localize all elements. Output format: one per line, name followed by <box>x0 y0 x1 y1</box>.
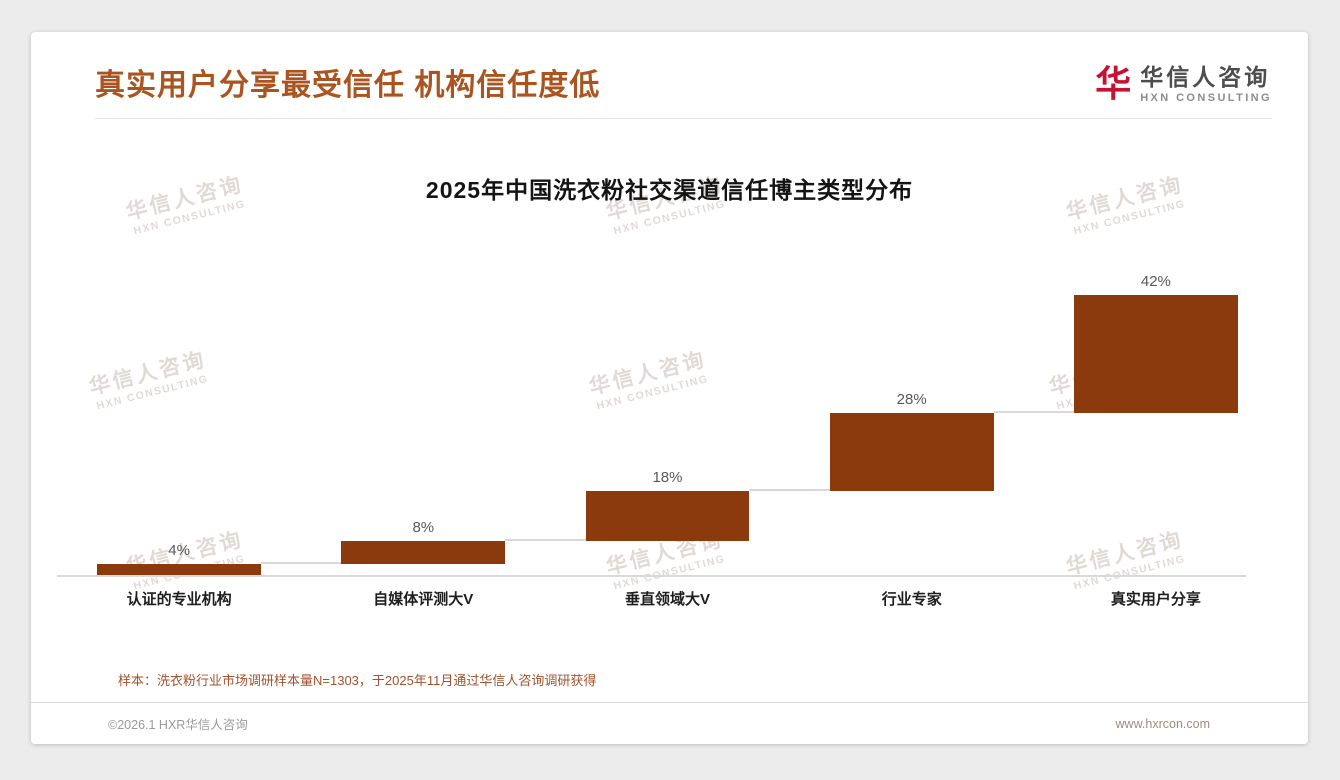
x-axis-line <box>57 575 1246 577</box>
category-label: 真实用户分享 <box>1110 591 1201 608</box>
chart-plot: 4% 8% 18% 28% 42% <box>57 273 1278 577</box>
logo-text: 华信人咨询 HXN CONSULTING <box>1140 63 1272 104</box>
logo-mark-icon: 华 <box>1095 64 1132 105</box>
copyright-text: ©2026.1 HXR华信人咨询 <box>108 718 248 732</box>
website-url: www.hxrcon.com <box>1115 716 1210 731</box>
bar-1 <box>97 563 261 575</box>
bar-3 <box>585 491 750 542</box>
page-title: 真实用户分享最受信任 机构信任度低 <box>95 69 601 102</box>
sample-note: 样本：洗衣粉行业市场调研样本量N=1303，于2025年11月通过华信人咨询调研… <box>118 673 597 688</box>
value-label: 28% <box>896 390 927 408</box>
bar-2 <box>341 541 506 564</box>
value-label: 18% <box>652 469 683 486</box>
category-label: 垂直领域大V <box>625 591 711 608</box>
chart-section: 2025年中国洗衣粉社交渠道信任博主类型分布 4% 8% 18% 28% 42% 认证的… <box>31 119 1308 609</box>
report-footer: ©2026.1 HXR华信人咨询 www.hxrcon.com <box>31 702 1308 744</box>
category-label: 行业专家 <box>881 591 942 608</box>
chart-title: 2025年中国洗衣粉社交渠道信任博主类型分布 <box>425 177 914 203</box>
category-label: 认证的专业机构 <box>126 591 232 608</box>
category-row: 认证的专业机构 自媒体评测大V 垂直领域大V 行业专家 真实用户分享 <box>57 588 1278 609</box>
value-label: 4% <box>168 541 190 559</box>
logo-company-name: 华信人咨询 <box>1140 63 1271 90</box>
value-label: 42% <box>1140 273 1171 290</box>
value-label: 8% <box>412 519 435 537</box>
logo-company-subtitle: HXN CONSULTING <box>1140 92 1272 104</box>
category-label: 自媒体评测大V <box>373 591 474 608</box>
bar-4 <box>829 412 994 491</box>
footnote-row: 样本：洗衣粉行业市场调研样本量N=1303，于2025年11月通过华信人咨询调研… <box>31 670 1308 702</box>
report-card: 真实用户分享最受信任 机构信任度低 华 华信人咨询 HXN CONSULTING… <box>31 32 1308 744</box>
bar-5 <box>1074 295 1238 413</box>
report-header: 真实用户分享最受信任 机构信任度低 华 华信人咨询 HXN CONSULTING <box>95 32 1272 119</box>
company-logo: 华 华信人咨询 HXN CONSULTING <box>1095 63 1272 105</box>
